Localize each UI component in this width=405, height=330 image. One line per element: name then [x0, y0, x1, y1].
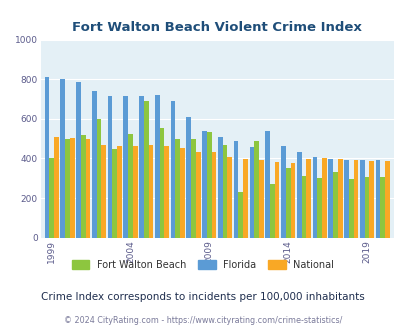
Bar	[45, 77, 49, 238]
Bar	[238, 192, 243, 238]
Bar	[92, 91, 96, 238]
Title: Fort Walton Beach Violent Crime Index: Fort Walton Beach Violent Crime Index	[72, 21, 361, 34]
Bar	[312, 157, 317, 238]
Bar	[269, 184, 274, 238]
Bar	[296, 152, 301, 238]
Bar	[76, 82, 81, 238]
Bar	[186, 117, 191, 238]
Bar	[353, 160, 358, 238]
Bar	[369, 161, 373, 238]
Text: © 2024 CityRating.com - https://www.cityrating.com/crime-statistics/: © 2024 CityRating.com - https://www.city…	[64, 315, 341, 325]
Bar	[139, 96, 143, 238]
Bar	[85, 139, 90, 238]
Bar	[211, 152, 216, 238]
Bar	[65, 139, 70, 238]
Bar	[301, 176, 305, 238]
Bar	[243, 159, 247, 238]
Bar	[54, 137, 59, 238]
Bar	[155, 95, 159, 238]
Bar	[264, 131, 269, 238]
Bar	[164, 146, 169, 238]
Bar	[285, 168, 290, 238]
Bar	[107, 96, 112, 238]
Bar	[81, 135, 85, 238]
Bar	[148, 145, 153, 238]
Bar	[70, 138, 75, 238]
Bar	[379, 177, 384, 238]
Bar	[375, 160, 379, 238]
Bar	[290, 163, 294, 238]
Bar	[328, 159, 332, 238]
Text: Crime Index corresponds to incidents per 100,000 inhabitants: Crime Index corresponds to incidents per…	[41, 292, 364, 302]
Bar	[101, 145, 106, 238]
Bar	[191, 139, 196, 238]
Bar	[317, 178, 321, 238]
Bar	[207, 132, 211, 238]
Bar	[384, 161, 389, 238]
Bar	[233, 141, 238, 238]
Bar	[170, 101, 175, 238]
Bar	[343, 160, 348, 238]
Bar	[305, 159, 310, 238]
Bar	[274, 162, 279, 238]
Bar	[128, 134, 132, 238]
Bar	[49, 158, 54, 238]
Bar	[60, 79, 65, 238]
Legend: Fort Walton Beach, Florida, National: Fort Walton Beach, Florida, National	[68, 256, 337, 274]
Bar	[348, 179, 353, 238]
Bar	[249, 147, 254, 238]
Bar	[364, 177, 369, 238]
Bar	[258, 160, 263, 238]
Bar	[143, 101, 148, 238]
Bar	[202, 131, 207, 238]
Bar	[217, 137, 222, 238]
Bar	[196, 152, 200, 238]
Bar	[332, 172, 337, 238]
Bar	[337, 159, 342, 238]
Bar	[132, 146, 137, 238]
Bar	[222, 145, 227, 238]
Bar	[227, 157, 232, 238]
Bar	[96, 119, 101, 238]
Bar	[254, 141, 258, 238]
Bar	[280, 146, 285, 238]
Bar	[112, 148, 117, 238]
Bar	[159, 128, 164, 238]
Bar	[321, 158, 326, 238]
Bar	[117, 146, 121, 238]
Bar	[359, 160, 364, 238]
Bar	[180, 148, 184, 238]
Bar	[123, 96, 128, 238]
Bar	[175, 139, 180, 238]
